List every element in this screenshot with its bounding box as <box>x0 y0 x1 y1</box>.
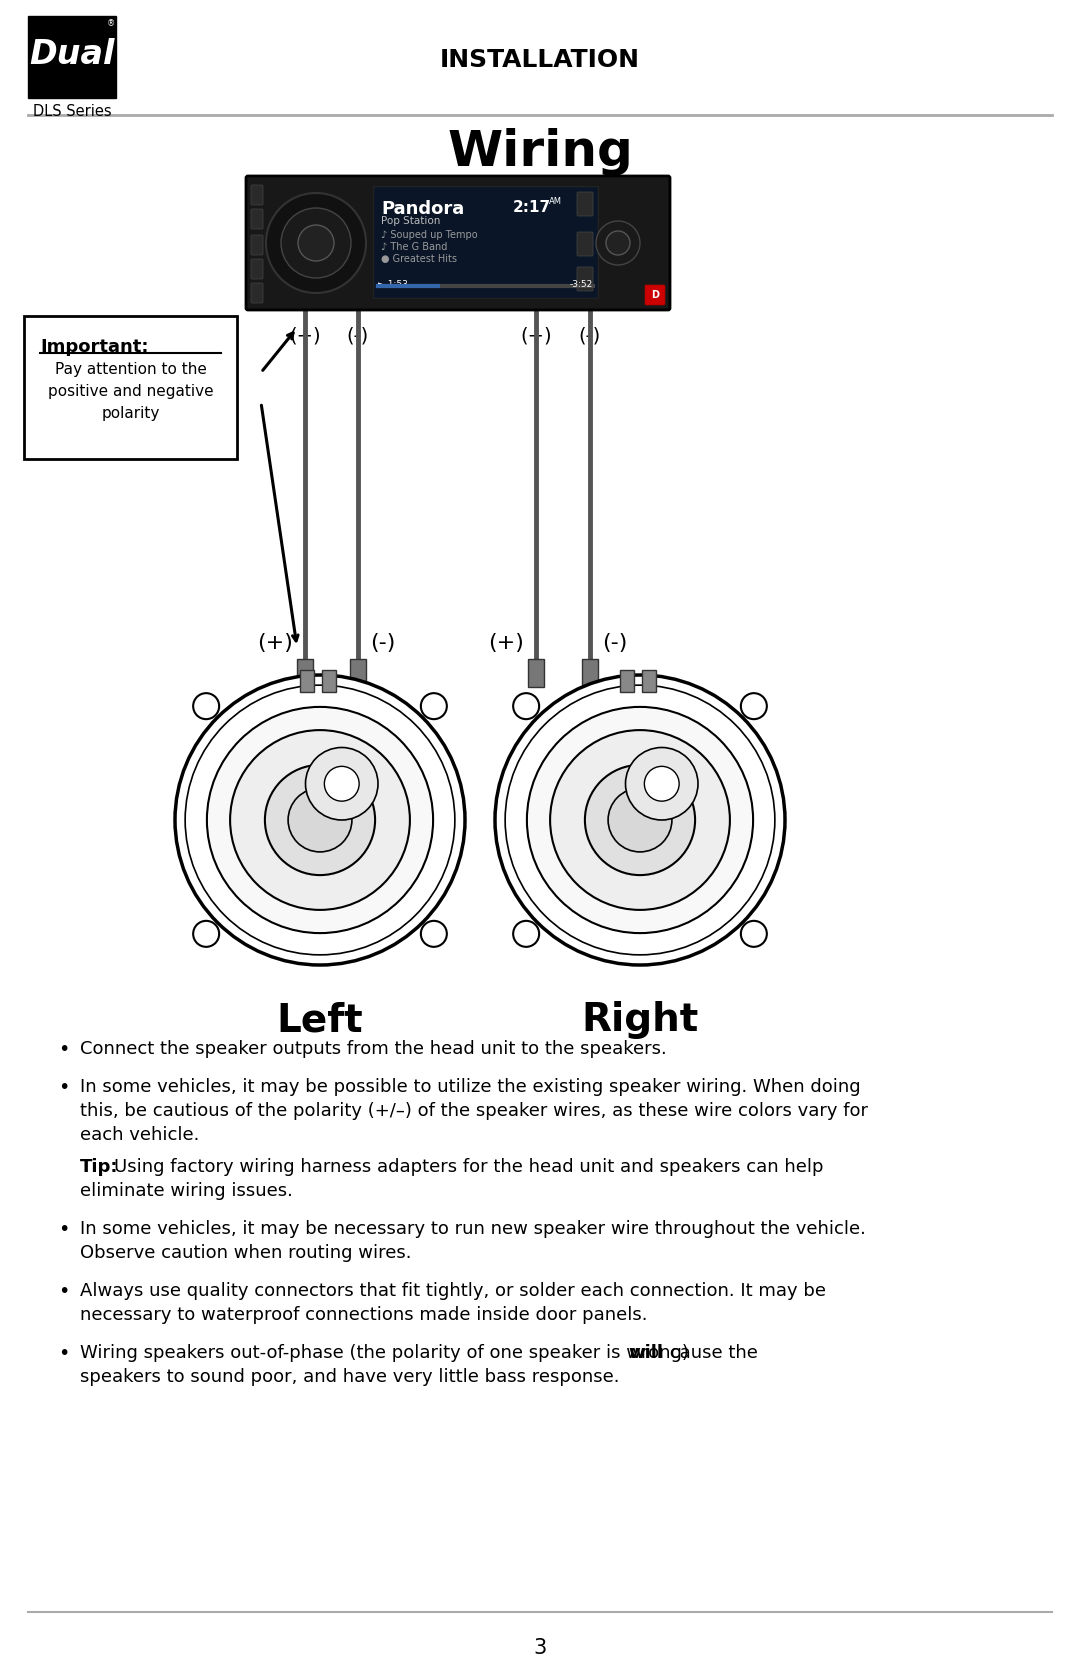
FancyBboxPatch shape <box>350 659 366 688</box>
FancyBboxPatch shape <box>297 659 313 688</box>
FancyBboxPatch shape <box>251 235 264 255</box>
Text: ● Greatest Hits: ● Greatest Hits <box>381 254 457 264</box>
Text: this, be cautious of the polarity (+/–) of the speaker wires, as these wire colo: this, be cautious of the polarity (+/–) … <box>80 1102 868 1120</box>
Circle shape <box>550 729 730 910</box>
Text: Using factory wiring harness adapters for the head unit and speakers can help: Using factory wiring harness adapters fo… <box>114 1158 824 1177</box>
Circle shape <box>265 764 375 875</box>
FancyBboxPatch shape <box>251 185 264 205</box>
Circle shape <box>513 921 539 946</box>
Circle shape <box>585 764 696 875</box>
Text: cause the: cause the <box>663 1344 757 1362</box>
FancyBboxPatch shape <box>577 192 593 215</box>
Text: ♪ Souped up Tempo: ♪ Souped up Tempo <box>381 230 477 240</box>
Text: polarity: polarity <box>102 406 160 421</box>
Text: DLS Series: DLS Series <box>32 103 111 118</box>
Text: (-): (-) <box>347 327 369 345</box>
Text: each vehicle.: each vehicle. <box>80 1127 200 1143</box>
FancyBboxPatch shape <box>251 259 264 279</box>
Circle shape <box>281 209 351 279</box>
FancyBboxPatch shape <box>322 669 336 693</box>
FancyBboxPatch shape <box>577 232 593 255</box>
Circle shape <box>421 693 447 719</box>
Text: Pay attention to the: Pay attention to the <box>55 362 206 377</box>
FancyBboxPatch shape <box>642 669 656 693</box>
Circle shape <box>606 230 630 255</box>
Circle shape <box>625 748 698 819</box>
Circle shape <box>175 674 465 965</box>
FancyBboxPatch shape <box>251 209 264 229</box>
FancyBboxPatch shape <box>577 267 593 290</box>
Text: Always use quality connectors that fit tightly, or solder each connection. It ma: Always use quality connectors that fit t… <box>80 1282 826 1300</box>
Text: Dual: Dual <box>29 38 114 72</box>
Circle shape <box>645 766 679 801</box>
Circle shape <box>193 921 219 946</box>
Text: (+): (+) <box>488 633 524 653</box>
Text: •: • <box>58 1344 69 1364</box>
Circle shape <box>207 708 433 933</box>
Circle shape <box>596 220 640 265</box>
FancyBboxPatch shape <box>620 669 634 693</box>
Text: -3:52: -3:52 <box>570 280 593 289</box>
Text: 3: 3 <box>534 1637 546 1657</box>
Circle shape <box>741 693 767 719</box>
Circle shape <box>298 225 334 260</box>
FancyBboxPatch shape <box>28 17 116 98</box>
Text: D: D <box>651 290 659 300</box>
FancyBboxPatch shape <box>24 315 237 459</box>
Text: Pop Station: Pop Station <box>381 215 441 225</box>
Text: will: will <box>629 1344 663 1362</box>
Text: •: • <box>58 1220 69 1238</box>
Circle shape <box>421 921 447 946</box>
FancyBboxPatch shape <box>300 669 314 693</box>
Text: INSTALLATION: INSTALLATION <box>440 48 640 72</box>
Text: (-): (-) <box>579 327 602 345</box>
Circle shape <box>266 194 366 294</box>
Text: In some vehicles, it may be possible to utilize the existing speaker wiring. Whe: In some vehicles, it may be possible to … <box>80 1078 861 1097</box>
Circle shape <box>230 729 410 910</box>
Text: •: • <box>58 1040 69 1060</box>
FancyBboxPatch shape <box>582 659 598 688</box>
Circle shape <box>324 766 360 801</box>
Text: Connect the speaker outputs from the head unit to the speakers.: Connect the speaker outputs from the hea… <box>80 1040 666 1058</box>
FancyBboxPatch shape <box>251 284 264 304</box>
Text: speakers to sound poor, and have very little bass response.: speakers to sound poor, and have very li… <box>80 1369 620 1385</box>
Circle shape <box>306 748 378 819</box>
Circle shape <box>193 693 219 719</box>
Text: Wiring speakers out-of-phase (the polarity of one speaker is wrong): Wiring speakers out-of-phase (the polari… <box>80 1344 694 1362</box>
FancyBboxPatch shape <box>373 185 598 299</box>
Text: Wiring: Wiring <box>447 129 633 175</box>
Text: ► 1:53: ► 1:53 <box>378 280 408 289</box>
Text: In some vehicles, it may be necessary to run new speaker wire throughout the veh: In some vehicles, it may be necessary to… <box>80 1220 866 1238</box>
Text: necessary to waterproof connections made inside door panels.: necessary to waterproof connections made… <box>80 1307 648 1324</box>
Text: 2:17: 2:17 <box>513 200 551 215</box>
Text: (-): (-) <box>370 633 395 653</box>
Text: Important:: Important: <box>40 339 149 355</box>
Text: Pandora: Pandora <box>381 200 464 219</box>
Text: (+): (+) <box>289 327 321 345</box>
Text: •: • <box>58 1282 69 1302</box>
Text: (+): (+) <box>257 633 293 653</box>
Text: ♪ The G Band: ♪ The G Band <box>381 242 447 252</box>
FancyBboxPatch shape <box>645 285 665 305</box>
FancyBboxPatch shape <box>246 175 670 310</box>
Text: ®: ® <box>107 20 116 28</box>
Text: (+): (+) <box>521 327 552 345</box>
Circle shape <box>513 693 539 719</box>
Text: positive and negative: positive and negative <box>48 384 214 399</box>
Text: •: • <box>58 1078 69 1097</box>
Circle shape <box>288 788 352 851</box>
Text: Tip:: Tip: <box>80 1158 119 1177</box>
Circle shape <box>495 674 785 965</box>
Text: Right: Right <box>581 1001 699 1040</box>
Text: (-): (-) <box>602 633 627 653</box>
FancyBboxPatch shape <box>528 659 544 688</box>
Text: eliminate wiring issues.: eliminate wiring issues. <box>80 1182 293 1200</box>
Circle shape <box>527 708 753 933</box>
Circle shape <box>608 788 672 851</box>
Text: Left: Left <box>276 1001 363 1040</box>
Circle shape <box>741 921 767 946</box>
Text: AM: AM <box>549 197 562 205</box>
Text: Observe caution when routing wires.: Observe caution when routing wires. <box>80 1243 411 1262</box>
